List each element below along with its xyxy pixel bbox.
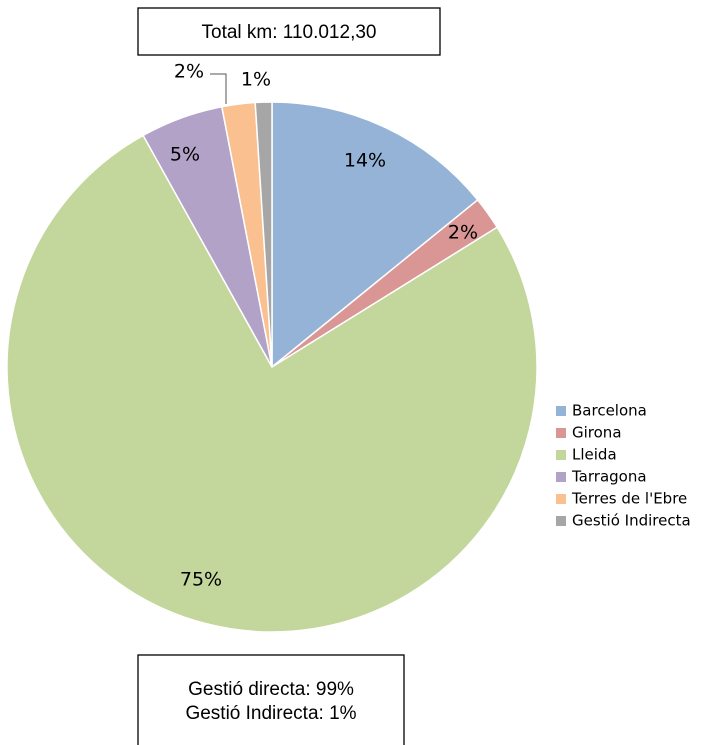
legend-swatch (556, 450, 566, 460)
data-label: 5% (170, 144, 200, 166)
legend-label: Lleida (572, 446, 617, 464)
legend-label: Gestió Indirecta (572, 512, 691, 530)
legend-label: Terres de l'Ebre (571, 490, 687, 508)
legend-swatch (556, 428, 566, 438)
pie-slice (6, 134, 538, 633)
legend-label: Girona (572, 424, 622, 442)
legend-label: Tarragona (571, 468, 647, 486)
data-label: 2% (448, 222, 478, 244)
pie-slice (254, 101, 273, 368)
summary-box (137, 654, 405, 745)
legend-swatch (556, 494, 566, 504)
pie-slice (271, 101, 479, 369)
data-label: 14% (344, 150, 386, 172)
legend-swatch (556, 406, 566, 416)
summary-line: Gestió directa: 99% (188, 679, 354, 700)
data-label: 2% (174, 61, 204, 83)
summary-line: Gestió Indirecta: 1% (185, 703, 356, 724)
total-label: Total km: 110.012,30 (202, 22, 377, 43)
legend-swatch (556, 472, 566, 482)
leader-line (210, 73, 227, 104)
total-box (137, 7, 441, 56)
legend-label: Barcelona (572, 402, 647, 420)
data-label: 1% (241, 69, 271, 91)
legend-swatch (556, 516, 566, 526)
data-label: 75% (180, 569, 222, 591)
